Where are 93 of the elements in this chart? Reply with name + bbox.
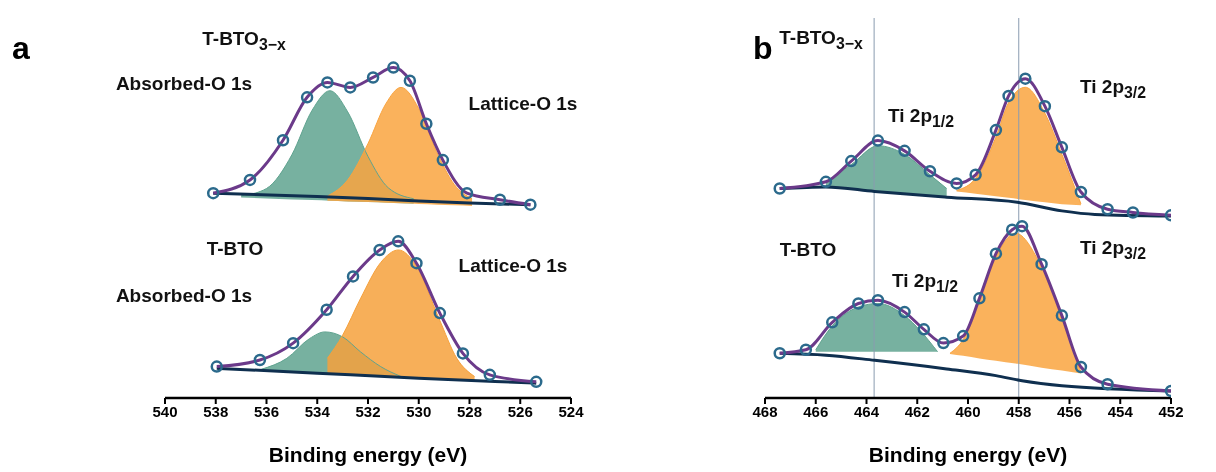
point — [1015, 219, 1029, 233]
x-tick-label: 524 — [558, 402, 585, 420]
point — [387, 61, 400, 74]
x-tick-label: 528 — [456, 402, 483, 420]
point — [898, 305, 911, 319]
x-tick-label: 456 — [1056, 402, 1083, 420]
point — [871, 294, 885, 307]
point — [373, 243, 386, 257]
x-axis-title: Binding energy (eV) — [868, 443, 1068, 466]
point — [969, 168, 982, 182]
point — [366, 71, 380, 84]
x-tick-label: 454 — [1107, 402, 1134, 420]
point — [391, 235, 405, 248]
text: T-BTO$_{3−x}$ — [202, 28, 286, 54]
point — [286, 336, 300, 350]
point — [989, 123, 1003, 137]
x-tick-label: 464 — [853, 402, 880, 420]
point — [819, 175, 833, 189]
x-tick-label: 458 — [1006, 402, 1032, 420]
x-tick-label: 540 — [152, 402, 178, 420]
point — [956, 329, 970, 343]
point — [1002, 89, 1015, 103]
point — [483, 368, 497, 382]
point — [1038, 99, 1052, 113]
annotation: T-BTO — [779, 239, 837, 261]
annotation: Lattice-O 1s — [458, 255, 568, 277]
point — [456, 347, 470, 360]
x-tick-label: 526 — [507, 402, 533, 420]
point — [206, 186, 220, 200]
x-tick-label: 530 — [406, 402, 432, 420]
point — [524, 198, 537, 211]
point — [917, 323, 931, 336]
annotation: T-BTO — [206, 238, 264, 260]
point — [989, 247, 1003, 260]
point — [773, 182, 786, 195]
point — [410, 256, 423, 270]
point — [321, 76, 334, 89]
x-axis-title: Binding energy (eV) — [268, 443, 468, 466]
point — [343, 81, 357, 94]
point — [320, 303, 333, 317]
x-tick-label: 536 — [253, 402, 280, 420]
point — [420, 117, 433, 130]
x-tick-label: 452 — [1158, 402, 1184, 420]
point — [1055, 141, 1069, 154]
point — [799, 343, 813, 357]
text: T-BTO$_{3−x}$ — [779, 27, 863, 53]
point — [433, 306, 447, 320]
point — [253, 353, 267, 367]
point — [825, 316, 839, 329]
point — [937, 336, 950, 350]
point — [529, 375, 543, 389]
annotation: Ti 2p$_{1/2}$ — [887, 105, 955, 131]
x-tick-label: 466 — [803, 402, 829, 420]
point — [852, 297, 865, 310]
x-tick-label: 462 — [904, 402, 930, 420]
annotation: Absorbed-O 1s — [115, 73, 253, 95]
point — [950, 177, 963, 190]
point — [1074, 185, 1088, 199]
x-tick-label: 538 — [203, 402, 229, 420]
annotation: Ti 2p$_{1/2}$ — [891, 270, 959, 296]
point — [276, 134, 290, 147]
point — [1101, 378, 1114, 391]
annotation: Ti 2p$_{3/2}$ — [1079, 237, 1147, 263]
point — [1035, 257, 1048, 271]
point — [1074, 360, 1088, 374]
point — [493, 193, 507, 206]
chart-title: a — [12, 30, 30, 67]
x-tick-label: 460 — [955, 402, 981, 420]
point — [898, 144, 911, 158]
point — [1126, 206, 1140, 219]
point — [403, 74, 417, 88]
point — [871, 134, 885, 147]
point — [773, 347, 786, 360]
point — [346, 270, 360, 283]
x-tick-label: 534 — [304, 402, 331, 420]
point — [1019, 72, 1032, 85]
x-tick-label: 468 — [752, 402, 778, 420]
point — [1101, 203, 1114, 216]
point — [436, 153, 450, 167]
point — [243, 173, 257, 187]
annotation: Absorbed-O 1s — [115, 285, 253, 307]
point — [1005, 223, 1019, 236]
point — [210, 360, 224, 373]
point — [845, 154, 858, 168]
x-tick-label: 532 — [355, 402, 381, 420]
point — [300, 91, 314, 104]
point — [973, 292, 986, 305]
annotation: Lattice-O 1s — [468, 93, 578, 115]
point — [923, 165, 937, 178]
annotation: Ti 2p$_{3/2}$ — [1079, 76, 1147, 102]
point — [1055, 309, 1069, 322]
chart-title: b — [753, 30, 773, 67]
point — [460, 186, 474, 200]
